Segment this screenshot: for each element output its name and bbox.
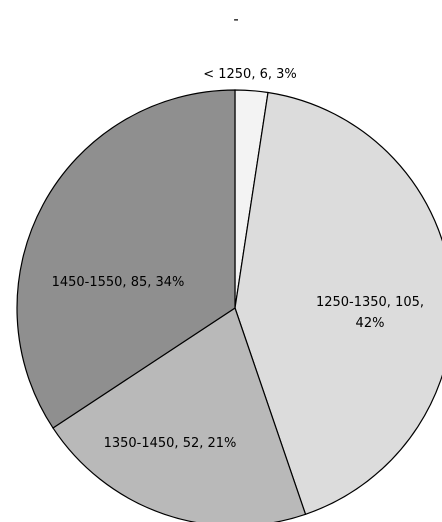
pie-data-label: 1450-1550, 85, 34% (52, 275, 185, 290)
pie-slices (16, 89, 442, 522)
pie-data-labels: < 1250, 6, 3% 1250-1350, 105, 42% 1350-1450… (52, 67, 424, 451)
chart-title: - (233, 11, 238, 28)
pie-data-label: 1350-1450, 52, 21% (104, 436, 237, 451)
pie-data-label: < 1250, 6, 3% (203, 67, 297, 82)
pie-slice-1450-1550 (16, 89, 236, 429)
pie-data-label: 1250-1350, 105, 42% (316, 295, 424, 331)
pie-slice-1350-1450 (52, 307, 307, 522)
pie-slice-1250-1350 (234, 91, 442, 516)
